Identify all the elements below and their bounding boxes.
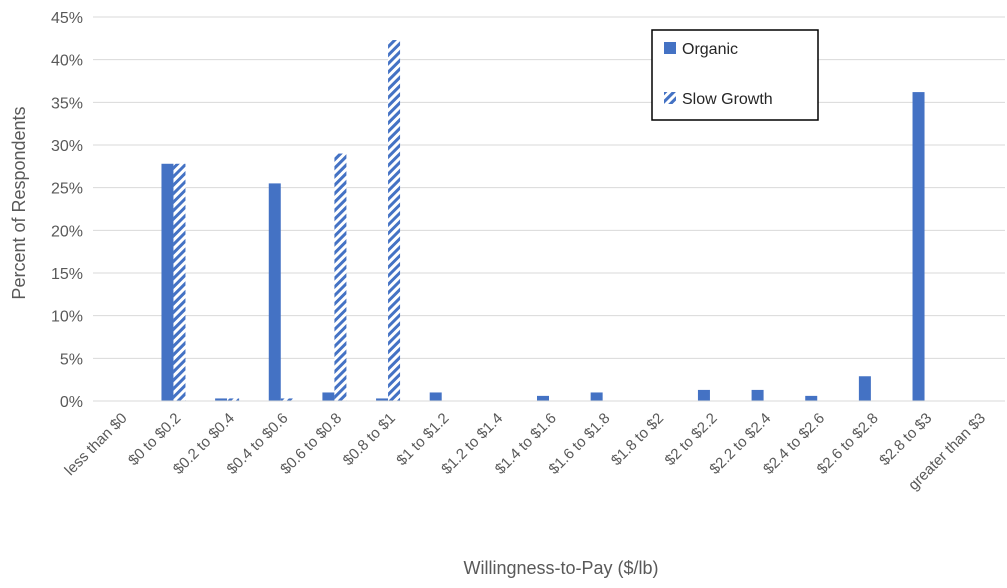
bar-organic xyxy=(429,392,442,401)
legend-label-slow-growth: Slow Growth xyxy=(682,91,773,108)
x-tick-label: $1.8 to $2 xyxy=(608,410,667,469)
y-tick-label: 5% xyxy=(60,351,83,368)
y-tick-label: 20% xyxy=(51,223,83,240)
bar-organic xyxy=(912,92,925,402)
bar-organic xyxy=(215,398,228,401)
y-tick-label: 15% xyxy=(51,266,83,283)
bars xyxy=(161,40,925,402)
bar-slow-growth xyxy=(280,398,293,401)
bar-slow-growth xyxy=(227,398,240,401)
y-tick-label: 0% xyxy=(60,394,83,411)
bar-organic xyxy=(590,392,603,401)
y-tick-label: 45% xyxy=(51,10,83,27)
bar-organic xyxy=(537,395,549,401)
x-axis-title: Willingness-to-Pay ($/lb) xyxy=(463,558,658,578)
x-tick-label: less than $0 xyxy=(61,410,130,479)
legend: Organic Slow Growth xyxy=(651,29,819,121)
axes: 0% 5% 10% 15% 20% 25% 30% 35% 40% 45% less than $0… xyxy=(51,10,1005,494)
y-tick-label: 40% xyxy=(51,53,83,70)
bar-organic xyxy=(697,389,710,401)
bar-organic xyxy=(858,376,871,401)
bar-slow-growth xyxy=(334,153,347,401)
y-tick-label: 25% xyxy=(51,181,83,198)
bar-slow-growth xyxy=(173,163,186,401)
bar-organic xyxy=(322,392,335,401)
y-tick-label: 35% xyxy=(51,95,83,112)
gridlines xyxy=(93,16,1005,359)
legend-box xyxy=(651,29,819,121)
legend-label-organic: Organic xyxy=(682,41,738,58)
bar-slow-growth xyxy=(388,40,401,401)
bar-organic xyxy=(268,183,281,401)
bar-organic xyxy=(805,395,818,401)
y-tick-label: 30% xyxy=(51,138,83,155)
bar-organic xyxy=(161,163,174,401)
y-axis-title: Percent of Respondents xyxy=(9,106,29,299)
x-tick-label: $0.8 to $1 xyxy=(340,410,399,469)
legend-swatch-organic xyxy=(664,42,676,54)
bar-organic xyxy=(751,389,764,401)
legend-swatch-slow-growth xyxy=(664,92,676,104)
y-tick-label: 10% xyxy=(51,309,83,326)
bar-organic xyxy=(376,398,389,401)
